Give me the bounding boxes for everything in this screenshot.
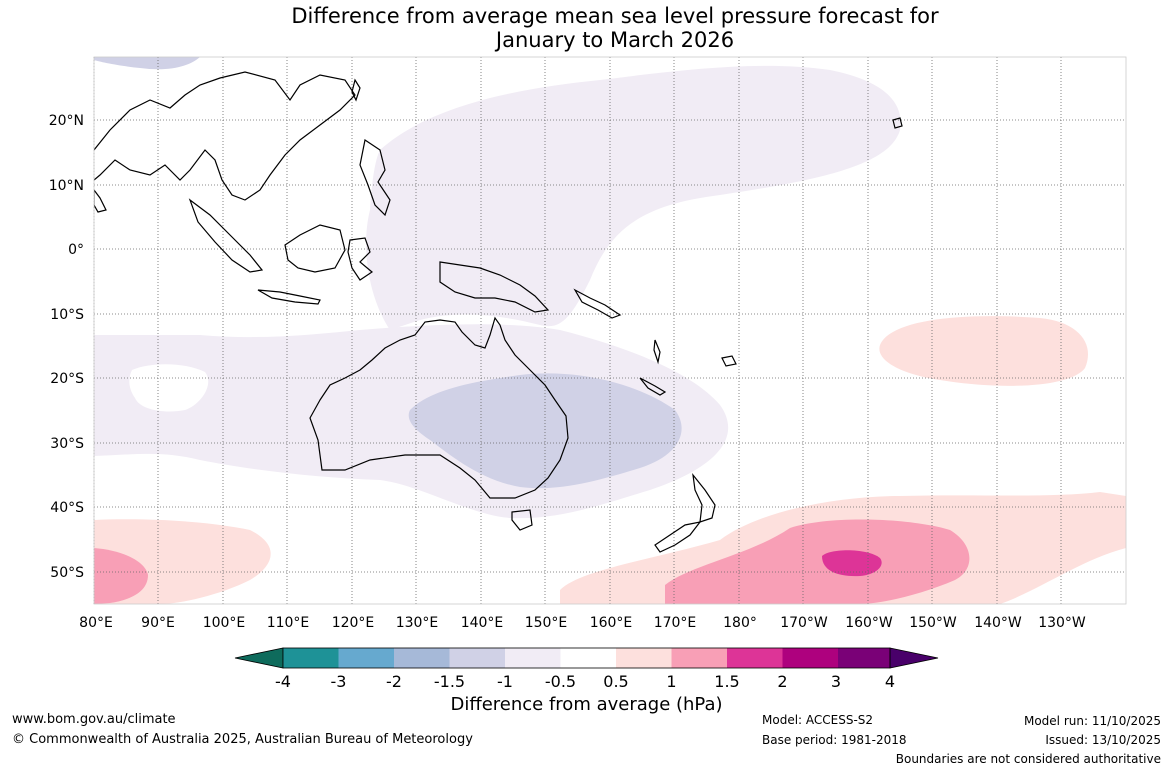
coastlines — [94, 71, 903, 553]
mainland-asia-outline — [94, 71, 356, 201]
latitude-labels: 20°N 10°N 0° 10°S 20°S 30°S 40°S 50°S — [49, 113, 84, 581]
new-guinea-outline — [439, 261, 550, 313]
lat-label: 20°N — [49, 113, 84, 129]
map-title: Difference from average mean sea level p… — [0, 4, 1173, 52]
neutral-hole-indian-ocean — [129, 364, 209, 412]
anomaly-region-southern-ocean-strong — [665, 519, 970, 604]
colorbar-tick: 0.5 — [603, 672, 628, 691]
model-run-label: Model run: 11/10/2025 — [1023, 714, 1161, 728]
lat-label: 50°S — [50, 565, 84, 581]
graticule — [93, 57, 1126, 604]
colorbar-tick: -0.5 — [545, 672, 576, 691]
colorbar-tick: 3 — [831, 672, 841, 691]
lat-label: 40°S — [50, 500, 84, 516]
issued-label: Issued: 13/10/2025 — [1045, 733, 1161, 747]
colorbar-swatch — [338, 648, 394, 668]
australia-outline — [309, 316, 569, 499]
map-frame — [93, 56, 1127, 605]
colorbar-swatch — [782, 648, 838, 668]
anomaly-region-western-pacific — [366, 65, 901, 331]
colorbar-ticks: -4 -3 -2 -1.5 -1 -0.5 0.5 1 1.5 2 3 4 — [275, 672, 895, 691]
anomaly-region-south-pacific — [879, 316, 1088, 386]
colorbar — [234, 647, 939, 669]
lon-label: 80°E — [79, 615, 113, 631]
colorbar-swatch — [394, 648, 450, 668]
lon-label: 150°E — [525, 615, 568, 631]
solomon-islands-outline — [573, 288, 622, 319]
pressure-anomaly-field — [94, 57, 1126, 604]
borneo-outline — [284, 224, 346, 273]
lat-label: 10°S — [50, 307, 84, 323]
lon-label: 160°E — [590, 615, 633, 631]
colorbar-tick: -3 — [331, 672, 347, 691]
lat-label: 20°S — [50, 371, 84, 387]
anomaly-region-north-asia — [94, 57, 200, 70]
lon-label: 150°W — [909, 615, 957, 631]
colorbar-swatch — [449, 648, 505, 668]
lon-label: 170°E — [654, 615, 697, 631]
java-outline — [257, 289, 321, 305]
title-line-2: January to March 2026 — [495, 28, 735, 52]
lat-label: 10°N — [49, 178, 84, 194]
colorbar-swatch — [838, 648, 890, 668]
lon-label: 170°W — [780, 615, 828, 631]
fiji-outline — [721, 355, 737, 367]
lon-label: 180° — [723, 615, 757, 631]
anomaly-region-southern-ocean-max — [822, 550, 882, 577]
lon-label: 130°E — [396, 615, 439, 631]
copyright-notice: © Commonwealth of Australia 2025, Austra… — [12, 732, 473, 747]
title-line-1: Difference from average mean sea level p… — [291, 4, 939, 28]
lat-label: 30°S — [50, 436, 84, 452]
lat-label: 0° — [68, 242, 84, 258]
model-label: Model: ACCESS-S2 — [762, 713, 874, 727]
colorbar-tick: 1 — [666, 672, 676, 691]
taiwan-outline — [351, 78, 361, 102]
lon-label: 140°W — [974, 615, 1022, 631]
colorbar-tick: -1 — [497, 672, 513, 691]
longitude-labels: 80°E 90°E 100°E 110°E 120°E 130°E 140°E … — [79, 615, 1086, 631]
sulawesi-outline — [347, 237, 374, 281]
sumatra-outline — [188, 198, 264, 273]
colorbar-tick: -2 — [386, 672, 402, 691]
colorbar-tick: 1.5 — [714, 672, 739, 691]
new-zealand-north-outline — [692, 472, 716, 523]
new-caledonia-outline — [639, 377, 667, 396]
colorbar-swatch — [671, 648, 727, 668]
colorbar-frame — [282, 647, 891, 669]
website-link[interactable]: www.bom.gov.au/climate — [12, 712, 176, 727]
tasmania-outline — [511, 509, 533, 531]
colorbar-swatch — [727, 648, 783, 668]
colorbar-swatch — [616, 648, 672, 668]
philippines-outline — [359, 139, 391, 217]
anomaly-region-australia — [408, 373, 682, 489]
colorbar-title: Difference from average (hPa) — [450, 694, 723, 715]
new-zealand-south-outline — [654, 521, 702, 553]
base-period-label: Base period: 1981-2018 — [762, 733, 907, 747]
colorbar-extend-high — [889, 647, 939, 669]
lon-label: 100°E — [203, 615, 246, 631]
colorbar-swatch — [560, 648, 616, 668]
colorbar-swatch — [505, 648, 561, 668]
anomaly-region-southern-ocean-west-strong — [94, 548, 148, 604]
colorbar-tick: 2 — [777, 672, 787, 691]
colorbar-extend-low — [234, 647, 284, 669]
lon-label: 120°E — [332, 615, 375, 631]
colorbar-tick: 4 — [885, 672, 895, 691]
lon-label: 140°E — [461, 615, 504, 631]
hawaii-outline — [892, 117, 903, 129]
lon-label: 130°W — [1038, 615, 1086, 631]
colorbar-tick: -4 — [275, 672, 291, 691]
lon-label: 110°E — [267, 615, 310, 631]
colorbar-tick: -1.5 — [434, 672, 465, 691]
sri-lanka-outline — [94, 188, 107, 213]
vanuatu-outline — [653, 339, 661, 365]
colorbar-swatch — [283, 648, 339, 668]
lon-label: 160°W — [845, 615, 893, 631]
lon-label: 90°E — [141, 615, 175, 631]
disclaimer-label: Boundaries are not considered authoritat… — [895, 752, 1161, 766]
